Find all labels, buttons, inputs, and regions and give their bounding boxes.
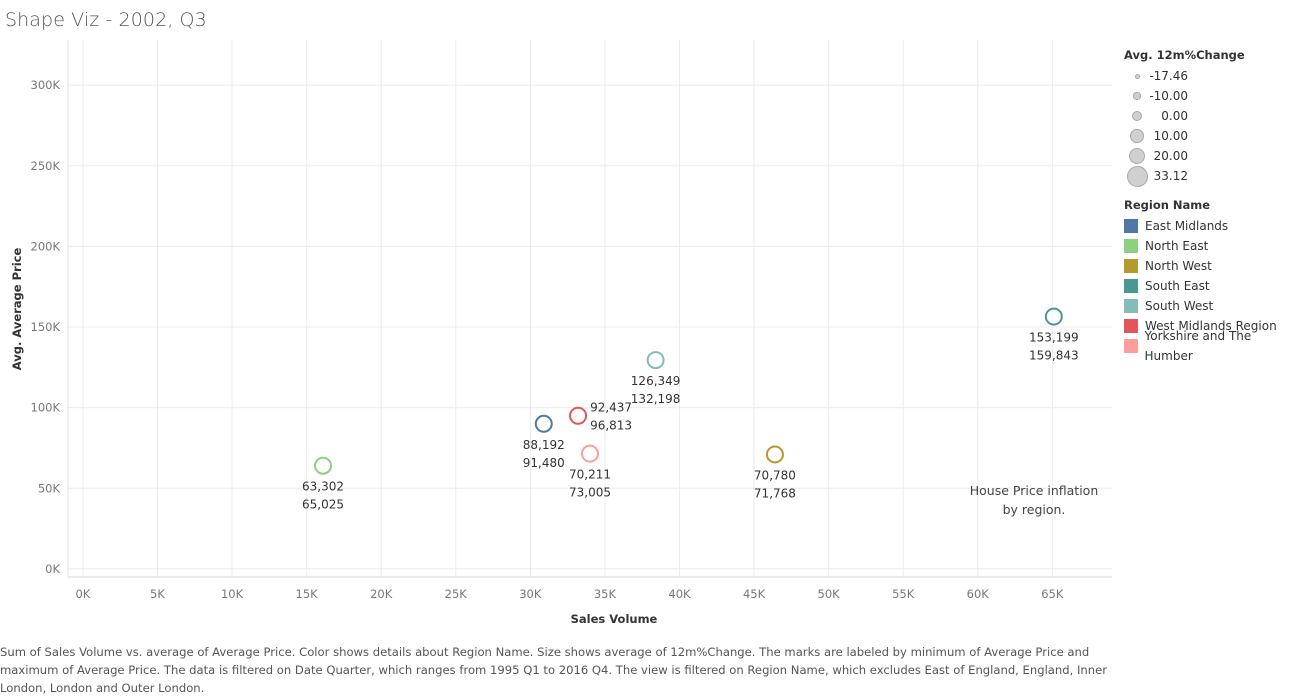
data-label: 96,813 <box>590 419 632 433</box>
x-tick-label: 65K <box>1041 587 1064 601</box>
data-label: 153,199 <box>1029 331 1079 345</box>
color-legend-label: South East <box>1145 279 1210 293</box>
data-label: 132,198 <box>631 392 681 406</box>
y-tick-label: 0K <box>45 562 60 576</box>
color-swatch <box>1124 239 1138 253</box>
color-legend-items: East Midlands North East North West South E… <box>1124 216 1298 363</box>
data-label: 92,437 <box>590 401 632 415</box>
y-axis-title: Avg. Average Price <box>10 248 24 371</box>
chart-annotation: House Price inflation <box>970 483 1099 498</box>
x-tick-label: 35K <box>594 587 617 601</box>
size-legend-circle <box>1134 73 1140 79</box>
data-label: 91,480 <box>523 456 565 470</box>
data-label: 70,780 <box>754 468 796 482</box>
y-tick-label: 150K <box>31 320 61 334</box>
size-legend-item[interactable]: -10.00 <box>1124 86 1245 106</box>
color-legend-label: Yorkshire and The Humber <box>1144 329 1252 363</box>
data-label: 88,192 <box>523 438 565 452</box>
data-point[interactable] <box>765 445 784 464</box>
data-label: 65,025 <box>302 498 344 512</box>
data-label: 73,005 <box>569 486 611 500</box>
scatter-chart: 0K 5K 10K 15K 20K 25K 30K 35K 40K 45K 50K 55K 60K 65K… <box>10 40 1112 626</box>
x-tick-label: 40K <box>668 587 691 601</box>
size-legend-item[interactable]: -17.46 <box>1124 66 1245 86</box>
size-legend-items: -17.46 -10.00 0.00 10.00 20.00 33.12 <box>1124 66 1245 187</box>
color-legend-item[interactable]: Yorkshire and The Humber <box>1124 329 1298 363</box>
size-legend-item[interactable]: 33.12 <box>1124 165 1245 187</box>
x-tick-label: 55K <box>892 587 915 601</box>
chart-annotation: by region. <box>1003 502 1066 517</box>
color-legend-label: North East <box>1145 239 1209 253</box>
data-label: 70,211 <box>569 468 611 482</box>
size-legend-label: -10.00 <box>1149 89 1188 103</box>
size-legend-label: 10.00 <box>1153 129 1188 143</box>
color-swatch <box>1124 259 1138 273</box>
color-swatch <box>1124 219 1138 233</box>
x-axis-title: Sales Volume <box>571 612 658 626</box>
color-legend-label: North West <box>1145 259 1212 273</box>
size-legend-item[interactable]: 0.00 <box>1124 106 1245 126</box>
size-legend-circle <box>1126 165 1148 187</box>
chart-title: Shape Viz - 2002, Q3 <box>5 9 207 31</box>
size-legend-circle <box>1130 129 1144 143</box>
color-legend-item[interactable]: West Midlands Region <box>1124 316 1298 336</box>
chart-caption: Sum of Sales Volume vs. average of Avera… <box>0 645 1108 695</box>
color-swatch <box>1124 319 1138 333</box>
size-legend-label: -17.46 <box>1149 69 1188 83</box>
data-label: 71,768 <box>754 486 796 500</box>
color-legend-item[interactable]: East Midlands <box>1124 216 1298 236</box>
x-tick-label: 60K <box>967 587 990 601</box>
y-tick-label: 100K <box>31 401 61 415</box>
size-legend-circle <box>1131 110 1143 122</box>
color-legend[interactable]: Region Name East Midlands North East North… <box>1124 198 1298 363</box>
x-tick-label: 25K <box>445 587 468 601</box>
y-tick-label: 200K <box>31 239 61 253</box>
color-legend-item[interactable]: South East <box>1124 276 1298 296</box>
x-tick-label: 45K <box>743 587 766 601</box>
data-point[interactable] <box>581 444 599 463</box>
color-swatch <box>1124 299 1138 313</box>
color-legend-item[interactable]: North West <box>1124 256 1298 276</box>
size-legend-item[interactable]: 10.00 <box>1124 126 1245 146</box>
color-legend-item[interactable]: South West <box>1124 296 1298 316</box>
y-tick-label: 50K <box>38 481 61 495</box>
color-legend-label: West Midlands Region <box>1145 319 1277 333</box>
x-tick-label: 5K <box>150 587 165 601</box>
data-point[interactable] <box>1044 307 1063 326</box>
y-tick-label: 300K <box>31 78 61 92</box>
data-point[interactable] <box>569 406 588 425</box>
data-point[interactable] <box>314 456 333 475</box>
color-legend-label: East Midlands <box>1145 219 1229 233</box>
data-label: 159,843 <box>1029 349 1079 363</box>
size-legend[interactable]: Avg. 12m%Change -17.46 -10.00 0.00 10.00 20.… <box>1124 48 1245 187</box>
y-tick-label: 250K <box>31 159 61 173</box>
size-legend-label: 33.12 <box>1153 169 1188 183</box>
color-swatch <box>1124 279 1138 293</box>
x-tick-label: 0K <box>75 587 90 601</box>
x-tick-label: 15K <box>296 587 319 601</box>
color-legend-item[interactable]: North East <box>1124 236 1298 256</box>
color-swatch <box>1124 339 1138 353</box>
x-tick-label: 50K <box>818 587 841 601</box>
x-tick-label: 20K <box>370 587 393 601</box>
x-tick-label: 30K <box>519 587 542 601</box>
size-legend-title: Avg. 12m%Change <box>1124 48 1245 62</box>
data-point[interactable] <box>646 351 665 370</box>
data-label: 63,302 <box>302 480 344 494</box>
size-legend-label: 20.00 <box>1153 149 1188 163</box>
data-point[interactable] <box>534 414 553 433</box>
size-legend-label: 0.00 <box>1161 109 1188 123</box>
size-legend-item[interactable]: 20.00 <box>1124 146 1245 166</box>
size-legend-circle <box>1128 147 1146 165</box>
x-tick-label: 10K <box>221 587 244 601</box>
color-legend-title: Region Name <box>1124 198 1211 212</box>
data-label: 126,349 <box>631 374 681 388</box>
color-legend-label: South West <box>1145 299 1214 313</box>
size-legend-circle <box>1133 92 1141 100</box>
